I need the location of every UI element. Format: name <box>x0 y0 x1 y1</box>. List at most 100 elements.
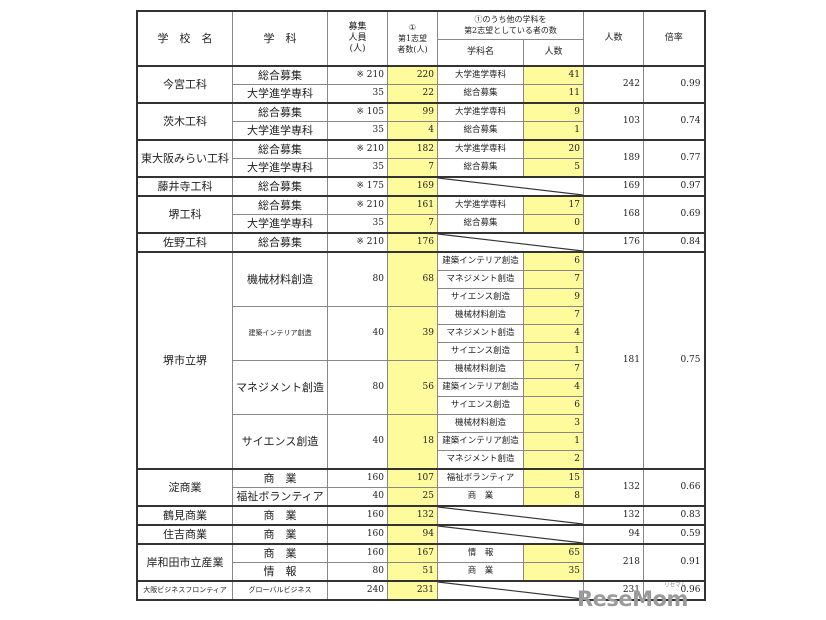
total-count: 132 <box>583 468 644 507</box>
total-count: 169 <box>583 176 644 197</box>
second-choice-dept: 建築インテリア創造 <box>437 251 524 271</box>
resemom-logo: ReseMom リセマム <box>577 582 688 611</box>
table-row: サイエンス創造 9 <box>137 288 705 307</box>
second-choice-count: 6 <box>523 251 584 271</box>
first-choice-count: 182 <box>387 139 438 159</box>
second-choice-dept: 建築インテリア創造 <box>437 378 524 397</box>
header-second-dept: 学科名 <box>437 38 524 67</box>
second-choice-count: 1 <box>523 342 584 361</box>
second-choice-count: 6 <box>523 396 584 415</box>
second-choice-count: 1 <box>523 432 584 451</box>
second-choice-count: 9 <box>523 102 584 122</box>
second-choice-dept: サイエンス創造 <box>437 342 524 361</box>
second-choice-count: 3 <box>523 414 584 433</box>
second-choice-dept: 機械材料創造 <box>437 360 524 379</box>
first-choice-count: 4 <box>387 121 438 141</box>
table-row: 堺市立堺 機械材料創造 80 68 建築インテリア創造 6 181 0.75 <box>136 251 705 470</box>
dept-name: 商 業 <box>232 468 328 488</box>
second-choice-count: 7 <box>523 360 584 379</box>
dept-name: 大学進学専科 <box>232 121 328 141</box>
table-row: サイエンス創造 1 <box>137 342 705 361</box>
capacity: 240 <box>327 580 388 601</box>
school-name: 茨木工科 <box>136 102 233 141</box>
dept-name: 大学進学専科 <box>232 158 328 178</box>
school-name: 鶴見商業 <box>136 505 233 526</box>
table-row: 鶴見商業商 業 160 132 132 0.83 <box>136 505 705 526</box>
second-choice-count: 65 <box>523 543 584 563</box>
total-count: 103 <box>583 102 644 141</box>
header-second-count: 人数 <box>523 38 584 67</box>
capacity: 35 <box>327 84 388 104</box>
dept-name: 建築インテリア創造 <box>232 306 328 361</box>
second-choice-dept: 情 報 <box>437 543 524 563</box>
school-name: 岸和田市立産業 <box>136 543 233 582</box>
dept-name: サイエンス創造 <box>232 414 328 470</box>
first-choice-count: 25 <box>387 487 438 507</box>
table-row: 茨木工科 総合募集 ※ 105 99 大学進学専科 9 103 0.74 <box>136 102 705 141</box>
table-row: 建築インテリア創造 40 39 機械材料創造 7 <box>137 306 705 361</box>
second-choice-count: 17 <box>523 195 584 215</box>
first-choice-count: 7 <box>387 214 438 234</box>
second-choice-dept: 総合募集 <box>437 214 524 234</box>
second-choice-count: 2 <box>523 450 584 470</box>
dept-name: 商 業 <box>232 505 328 526</box>
capacity: 160 <box>327 468 388 488</box>
diagonal-line <box>438 507 583 524</box>
diagonal-line <box>438 526 583 543</box>
header-ratio: 倍率 <box>643 10 705 67</box>
first-choice-count: 161 <box>387 195 438 215</box>
second-choice-count: 35 <box>523 562 584 582</box>
first-choice-count: 107 <box>387 468 438 488</box>
ratio: 0.59 <box>643 524 705 545</box>
total-count: 176 <box>583 232 644 253</box>
capacity: ※ 210 <box>327 139 388 159</box>
ratio: 0.99 <box>643 65 705 104</box>
header-school: 学 校 名 <box>136 10 233 67</box>
empty-second-choice <box>437 232 584 253</box>
second-choice-count: 0 <box>523 214 584 234</box>
first-choice-count: 220 <box>387 65 438 85</box>
dept-name: 大学進学専科 <box>232 214 328 234</box>
empty-second-choice <box>437 176 584 197</box>
capacity: 160 <box>327 524 388 545</box>
first-choice-count: 22 <box>387 84 438 104</box>
capacity: 40 <box>327 306 388 361</box>
second-choice-dept: 総合募集 <box>437 84 524 104</box>
second-choice-count: 15 <box>523 468 584 488</box>
table-row: 淀商業商 業 160 107 福祉ボランティア 15 132 0.66 <box>136 468 705 507</box>
capacity: 35 <box>327 121 388 141</box>
dept-name: 総合募集 <box>232 102 328 122</box>
second-choice-dept: サイエンス創造 <box>437 396 524 415</box>
second-choice-dept: マネジメント創造 <box>437 270 524 289</box>
dept-name: 情 報 <box>232 562 328 582</box>
ratio: 0.75 <box>643 251 705 470</box>
table-row: 東大阪みらい工科 総合募集 ※ 210 182 大学進学専科 20 189 0.77 <box>136 139 705 178</box>
dept-name: マネジメント創造 <box>232 360 328 415</box>
capacity: 160 <box>327 543 388 563</box>
second-choice-dept: 大学進学専科 <box>437 139 524 159</box>
first-choice-count: 167 <box>387 543 438 563</box>
first-choice-count: 231 <box>387 580 438 601</box>
table-row: サイエンス創造 6 <box>137 396 705 415</box>
second-choice-count: 5 <box>523 158 584 178</box>
second-choice-dept: 商 業 <box>437 487 524 507</box>
header-capacity: 募集 人員 (人) <box>327 10 388 67</box>
second-choice-dept: 商 業 <box>437 562 524 582</box>
capacity: 160 <box>327 505 388 526</box>
table-row: 大学進学専科 35 4 総合募集 1 <box>137 121 705 141</box>
ratio: 0.66 <box>643 468 705 507</box>
header-total: 人数 <box>583 10 644 67</box>
dept-name: 総合募集 <box>232 139 328 159</box>
capacity: ※ 105 <box>327 102 388 122</box>
school-name: 東大阪みらい工科 <box>136 139 233 178</box>
capacity: ※ 210 <box>327 195 388 215</box>
second-choice-count: 4 <box>523 324 584 343</box>
capacity: ※ 210 <box>327 232 388 253</box>
diagonal-line <box>438 582 583 599</box>
capacity: 40 <box>327 487 388 507</box>
table-row: マネジメント創造 4 <box>137 324 705 343</box>
header-second-choice: ①のうち他の学科を 第2志望としている者の数 <box>437 10 584 40</box>
dept-name: グローバルビジネス <box>232 580 328 601</box>
dept-name: 大学進学専科 <box>232 84 328 104</box>
